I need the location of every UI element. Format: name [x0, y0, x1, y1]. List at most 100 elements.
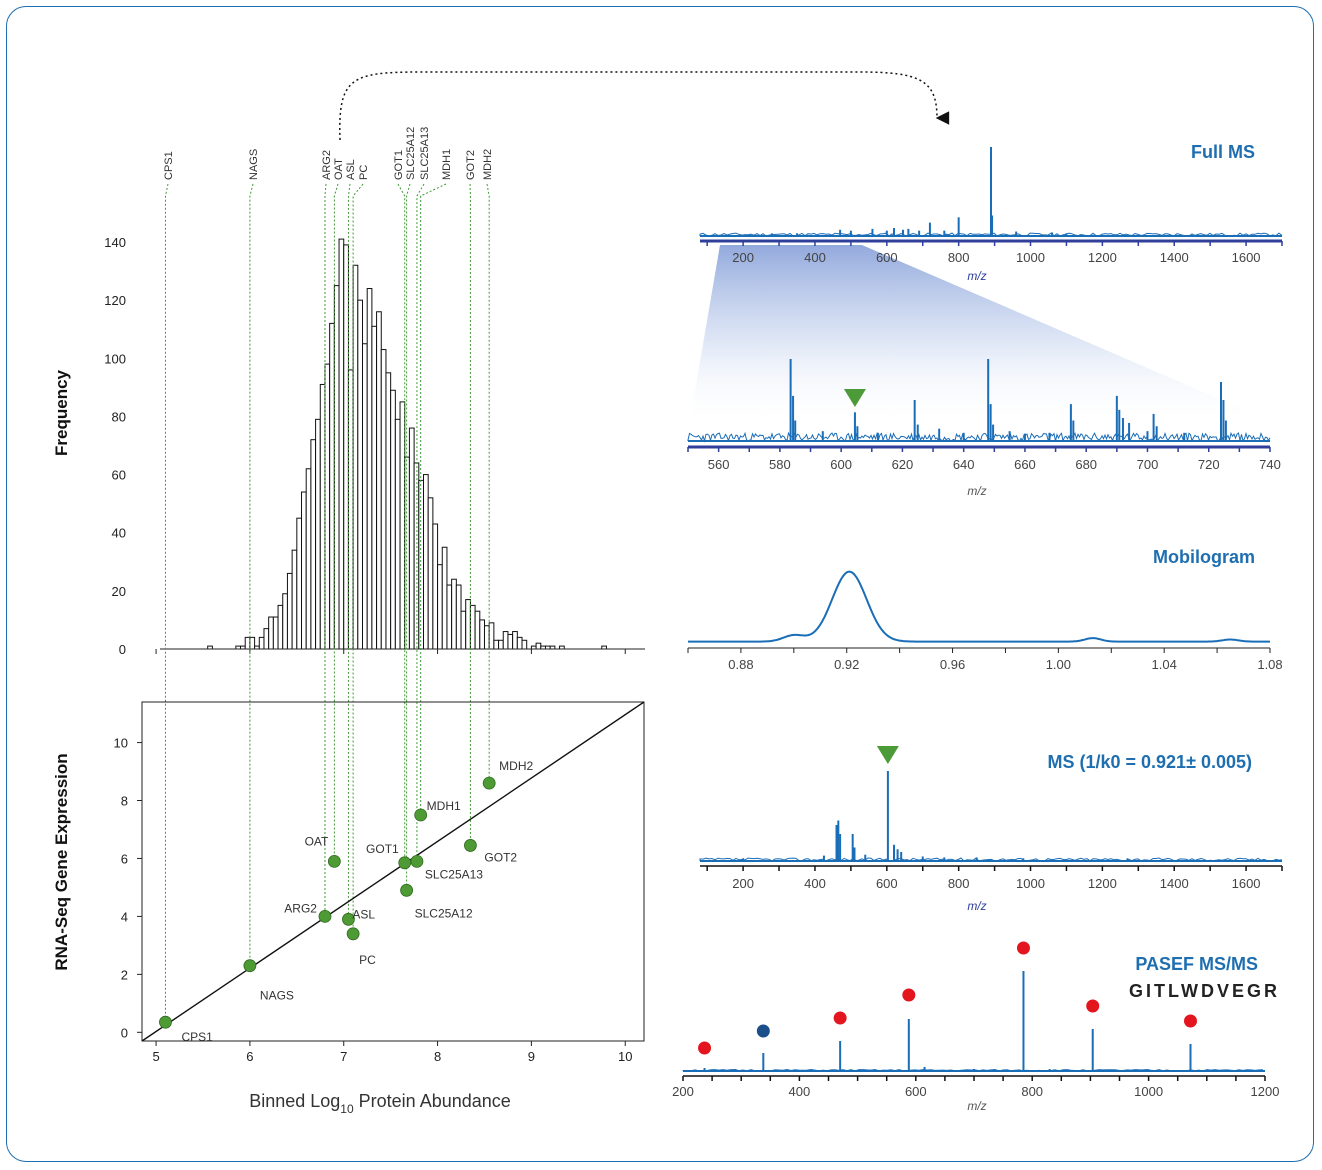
full-ms-tick-label: 1400 [1160, 250, 1189, 265]
scatter-point-label: MDH1 [427, 799, 461, 813]
histogram-bar [483, 625, 490, 650]
histogram-bar [408, 427, 415, 650]
protein-guide-line [347, 183, 351, 920]
scatter-point-labels: CPS1 NAGS ARG2 OAT ASL PC GOT1 SLC25A12 SLC25A13… [181, 759, 533, 1044]
histogram-bar [385, 372, 392, 650]
histogram-bars [207, 238, 607, 650]
protein-guide-line [416, 183, 425, 862]
histogram-bar [516, 636, 523, 650]
histogram-bar [286, 572, 293, 650]
histogram-bar [362, 343, 368, 650]
scatter-point-label: PC [359, 953, 376, 967]
histogram-y-axis-label: Frequency [52, 369, 71, 456]
scatter-point-label: MDH2 [499, 759, 533, 773]
histogram-y-tick-label: 120 [104, 293, 126, 308]
scatter-point [464, 839, 477, 852]
histogram-bar [357, 299, 364, 650]
zoomed-ms-x-label: m/z [967, 484, 986, 498]
scatter-y-axis-label: RNA-Seq Gene Expression [52, 753, 71, 970]
scatter-point-label: ASL [352, 907, 375, 921]
scatter-panel: 0 2 4 6 8 10 5 6 7 8 9 10 CPS1 NAGS ARG2 OAT ASL PC GOT1… [52, 701, 645, 1116]
histogram-bar [521, 639, 528, 650]
protein-guide-line [352, 183, 364, 934]
protein-label: SLC25A12 [405, 127, 417, 180]
histogram-bar [399, 401, 406, 650]
histogram-bar [446, 584, 453, 650]
ms-slice-peaks [699, 771, 1283, 862]
protein-guide-line [324, 183, 327, 917]
histogram-bar [296, 517, 303, 650]
histogram-bar [277, 604, 284, 650]
histogram-bar [324, 363, 331, 650]
protein-label: PC [358, 165, 370, 180]
scatter-y-tick-label: 6 [121, 851, 128, 866]
histogram-bar [305, 468, 312, 650]
protein-guide-line [397, 183, 406, 863]
mobilogram-panel: Mobilogram 0.88 0.92 0.96 1.00 1.04 1.08 [687, 547, 1283, 672]
histogram-bar [333, 285, 340, 650]
protein-guide-line [406, 183, 411, 891]
protein-label: GOT1 [393, 150, 405, 180]
protein-guide-line [486, 183, 490, 784]
histogram-y-tick-label: 0 [119, 642, 126, 657]
histogram-bar [319, 383, 326, 650]
protein-guide-line [333, 183, 339, 862]
fragment-ion-markers [697, 940, 1199, 1056]
mobilogram-title: Mobilogram [1153, 547, 1255, 567]
histogram-bar [268, 616, 274, 650]
histogram-bar [301, 491, 307, 650]
msms-x-label: m/z [967, 1099, 986, 1113]
ms-slice-tick-label: 200 [732, 876, 754, 891]
mobilogram-trace [688, 570, 1270, 643]
protein-label: NAGS [248, 149, 260, 180]
scatter-x-tick-label: 6 [246, 1049, 253, 1064]
histogram-bar [291, 549, 298, 650]
histogram-bar [535, 642, 542, 650]
fragment-ion-marker [832, 1010, 848, 1026]
scatter-y-tick-label: 2 [121, 967, 128, 982]
zoomed-ms-tick-label: 640 [953, 457, 975, 472]
histogram-bar [455, 584, 462, 650]
ms-slice-noise [699, 857, 1283, 862]
mobilogram-tick-label: 1.00 [1046, 657, 1071, 672]
histogram-y-tick-label: 40 [112, 526, 126, 541]
fragment-ion-marker [901, 987, 917, 1003]
histogram-bar [329, 322, 335, 650]
histogram-bar [352, 264, 359, 650]
scatter-point [400, 883, 414, 897]
full-ms-tick-label: 800 [948, 250, 970, 265]
zoom-region-shading [690, 245, 1268, 420]
scatter-y-tick-label: 0 [121, 1025, 128, 1040]
mobilogram-tick-label: 0.88 [728, 657, 753, 672]
full-ms-tick-label: 1000 [1016, 250, 1045, 265]
ms-slice-panel: MS (1/k0 = 0.921± 0.005) 200 400 600 800 100… [699, 746, 1283, 913]
full-ms-title: Full MS [1191, 142, 1255, 162]
scatter-x-tick-label: 7 [340, 1049, 347, 1064]
protein-name-labels: CPS1 NAGS ARG2 OAT ASL PC GOT1 SLC25A12 SLC25A13… [163, 127, 494, 180]
protein-guide-line [249, 183, 254, 966]
fragment-ion-marker [1183, 1013, 1199, 1029]
x-label-tail: Protein Abundance [354, 1091, 511, 1111]
scatter-point [327, 854, 341, 868]
scatter-x-axis-label: Binned Log10 Protein Abundance [249, 1091, 511, 1116]
histogram-bar [263, 628, 270, 650]
full-ms-tick-label: 200 [732, 250, 754, 265]
scatter-point [482, 776, 496, 790]
histogram-bar [315, 418, 321, 650]
msms-tick-label: 200 [672, 1084, 694, 1099]
ms-slice-tick-label: 400 [804, 876, 826, 891]
histogram-bar [469, 604, 476, 650]
histogram-bar [338, 238, 345, 650]
zoomed-ms-tick-label: 680 [1075, 457, 1097, 472]
mobilogram-tick-label: 1.04 [1152, 657, 1177, 672]
histogram-y-tick-label: 60 [112, 468, 126, 483]
histogram-y-tick-label: 20 [112, 584, 126, 599]
zoomed-ms-peaks [687, 359, 1271, 443]
scatter-point [398, 856, 412, 870]
scatter-point [159, 1015, 172, 1029]
histogram-bar [310, 439, 317, 650]
protein-label: CPS1 [163, 151, 175, 180]
scatter-x-tick-label: 9 [528, 1049, 535, 1064]
mobilogram-tick-label: 1.08 [1257, 657, 1282, 672]
